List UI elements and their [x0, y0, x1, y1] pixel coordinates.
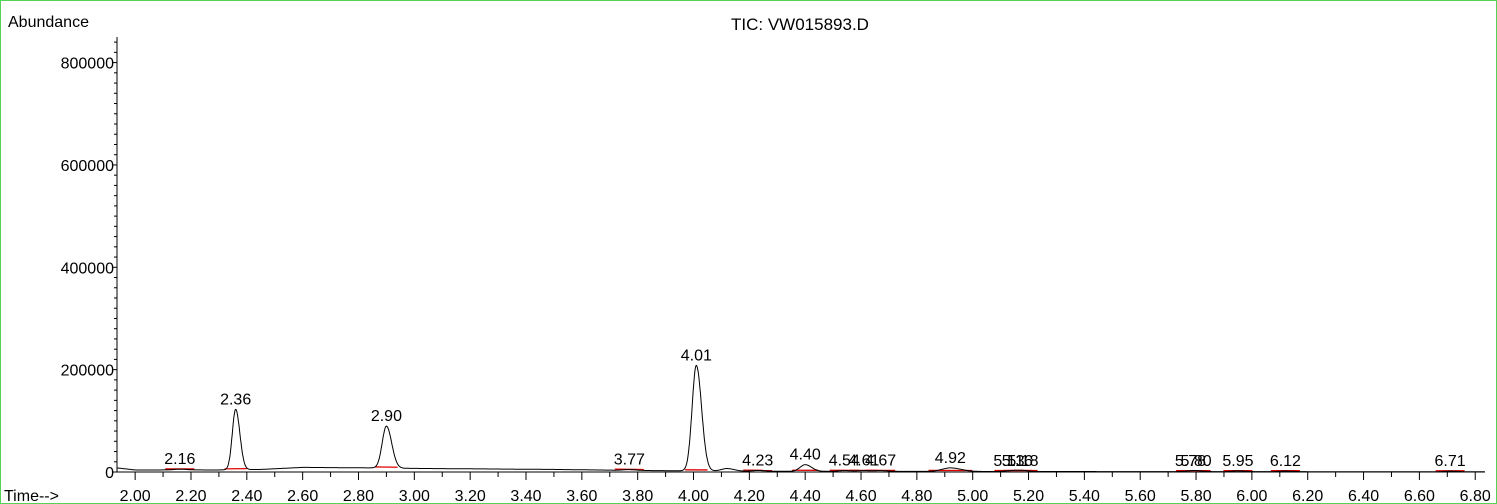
tic-trace-line — [116, 364, 1485, 473]
x-tick-label: 4.00 — [678, 488, 709, 504]
chart-title: TIC: VW015893.D — [731, 15, 869, 34]
peak-label: 2.16 — [164, 451, 195, 468]
peak-label: 5.95 — [1222, 453, 1253, 470]
x-tick-label: 5.20 — [1013, 488, 1044, 504]
x-tick-label: 6.20 — [1292, 488, 1323, 504]
peak-label: 6.71 — [1435, 453, 1466, 470]
y-ticks: 0 200000 400000 600000 800000 — [61, 41, 117, 482]
peak-label: 2.36 — [220, 391, 251, 408]
axes — [116, 37, 1485, 473]
x-tick-label: 3.00 — [399, 488, 430, 504]
y-tick-label: 200000 — [61, 363, 114, 380]
peak-label: 4.54 — [829, 453, 860, 470]
x-tick-label: 3.80 — [622, 488, 653, 504]
x-tick-label: 5.40 — [1069, 488, 1100, 504]
x-tick-label: 4.40 — [790, 488, 821, 504]
x-axis-label: Time--> — [4, 488, 59, 504]
x-ticks: 2.00 2.20 2.40 2.60 2.80 3.00 3.20 3.40 3.60 3.80… — [120, 472, 1491, 504]
x-tick-label: 2.40 — [231, 488, 262, 504]
peak-label: 2.90 — [371, 408, 402, 425]
x-tick-label: 3.60 — [566, 488, 597, 504]
y-tick-label: 800000 — [61, 56, 114, 73]
x-tick-label: 4.80 — [901, 488, 932, 504]
y-tick-label: 400000 — [61, 260, 114, 277]
x-tick-label: 2.00 — [120, 488, 151, 504]
x-tick-label: 3.40 — [510, 488, 541, 504]
peak-labels: 2.16 2.36 2.90 3.77 4.01 4.23 4.40 4.544.614.67… — [164, 347, 1466, 470]
peak-label: 4.23 — [742, 452, 773, 469]
peak-label: 6.12 — [1270, 453, 1301, 470]
x-tick-label: 4.20 — [734, 488, 765, 504]
y-tick-label: 0 — [105, 465, 114, 482]
x-tick-label: 5.00 — [957, 488, 988, 504]
peak-label: 4.01 — [681, 347, 712, 364]
x-tick-label: 3.20 — [455, 488, 486, 504]
peak-label: 5.13 — [993, 453, 1024, 470]
y-axis-label: Abundance — [8, 14, 89, 31]
x-tick-label: 6.60 — [1404, 488, 1435, 504]
peak-label: 5.80 — [1180, 453, 1211, 470]
x-tick-label: 6.40 — [1348, 488, 1379, 504]
x-tick-label: 2.80 — [343, 488, 374, 504]
y-tick-label: 600000 — [61, 158, 114, 175]
x-tick-label: 5.60 — [1125, 488, 1156, 504]
peak-label: 3.77 — [614, 452, 645, 469]
peak-label: 5.18 — [1007, 453, 1038, 470]
peak-label: 4.40 — [790, 447, 821, 464]
x-tick-label: 2.20 — [175, 488, 206, 504]
x-tick-label: 4.60 — [845, 488, 876, 504]
peak-label: 5.78 — [1175, 453, 1206, 470]
x-tick-label: 6.00 — [1236, 488, 1267, 504]
peak-label: 4.67 — [865, 453, 896, 470]
x-tick-label: 5.80 — [1180, 488, 1211, 504]
peak-label: 5.16 — [1002, 453, 1033, 470]
x-tick-label: 2.60 — [287, 488, 318, 504]
peak-label: 4.61 — [848, 453, 879, 470]
x-tick-label: 6.80 — [1460, 488, 1491, 504]
peak-label: 4.92 — [935, 450, 966, 467]
